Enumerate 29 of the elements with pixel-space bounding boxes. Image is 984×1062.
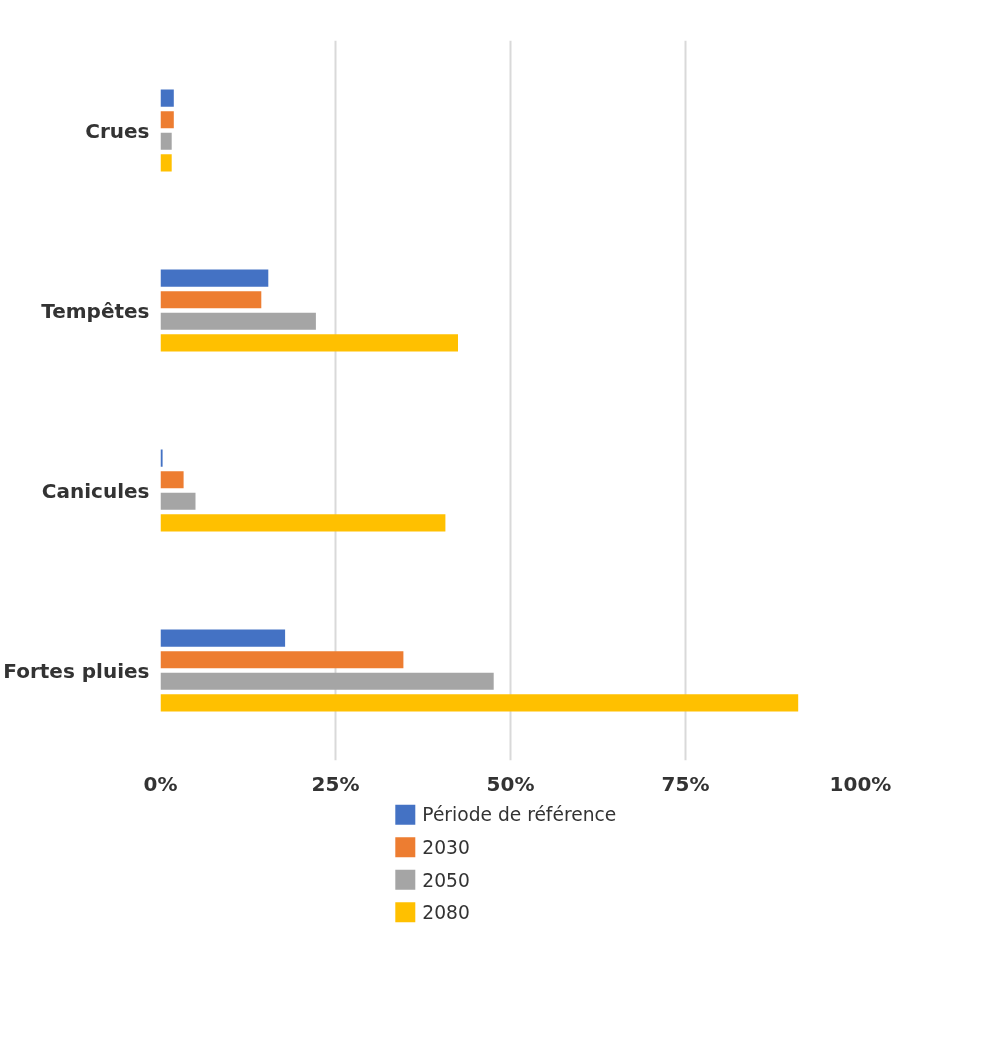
bar: [160, 291, 262, 309]
y-tick-label: Crues: [85, 118, 150, 143]
x-tick-label: 50%: [486, 771, 535, 796]
y-tick-label: Canicules: [41, 478, 150, 503]
bar: [160, 154, 172, 172]
y-tick-label: Tempêtes: [41, 298, 150, 323]
y-tick-label: Fortes pluies: [3, 658, 150, 683]
bar: [160, 312, 316, 330]
bar: [160, 269, 269, 287]
x-tick-label: 100%: [829, 771, 892, 796]
legend-label: 2050: [422, 869, 470, 891]
bar: [160, 672, 494, 690]
legend-label: 2030: [422, 837, 470, 859]
bar: [160, 514, 446, 532]
bar: [160, 651, 404, 669]
bar: [160, 694, 799, 712]
x-tick-label: 0%: [143, 771, 178, 796]
legend-label: Période de référence: [422, 804, 617, 826]
bar: [160, 629, 286, 647]
bar: [160, 492, 196, 510]
bar: [160, 449, 163, 467]
x-tick-label: 75%: [661, 771, 710, 796]
legend-label: 2080: [422, 902, 470, 924]
bar: [160, 334, 458, 352]
bar: [160, 471, 184, 489]
bar: [160, 89, 174, 107]
bar: [160, 132, 172, 150]
bar: [160, 111, 174, 129]
x-tick-label: 25%: [311, 771, 360, 796]
